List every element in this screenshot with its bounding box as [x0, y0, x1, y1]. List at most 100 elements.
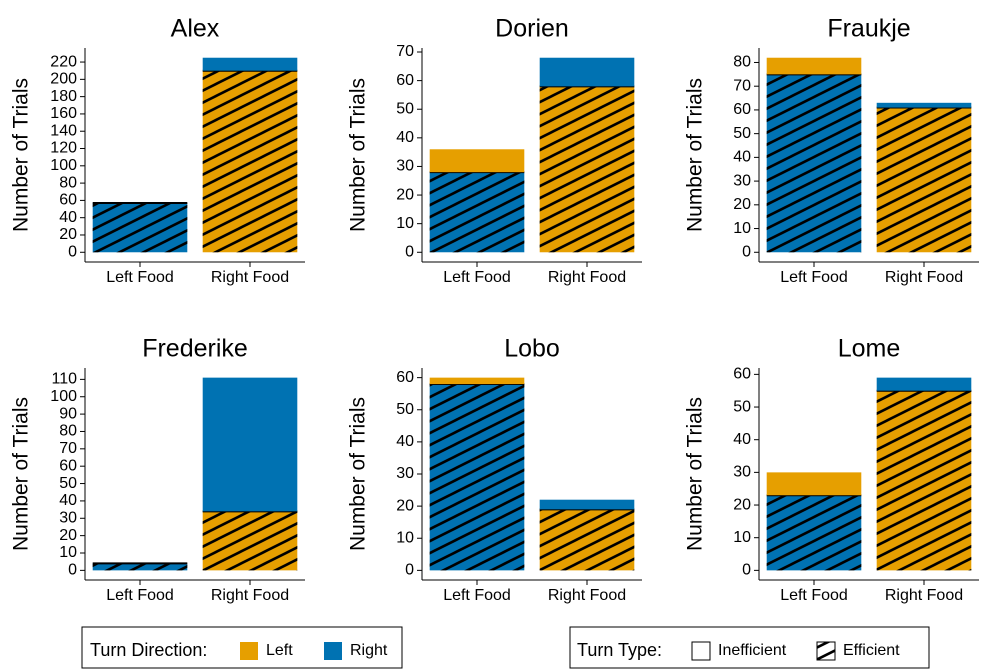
y-tick-label: 60 [396, 369, 414, 386]
y-tick-label: 90 [59, 405, 77, 422]
y-tick-label: 50 [396, 401, 414, 418]
hatch [202, 511, 298, 571]
y-tick-label: 50 [396, 100, 414, 117]
legend-label: Inefficient [718, 642, 787, 659]
hatch [92, 202, 188, 253]
y-tick-label: 80 [733, 54, 751, 71]
hatch [429, 384, 525, 571]
bar-segment [429, 377, 525, 385]
y-tick-label: 160 [50, 105, 77, 122]
y-tick-label: 0 [68, 243, 77, 260]
y-tick-label: 40 [396, 433, 414, 450]
y-axis-label: Number of Trials [684, 78, 707, 232]
x-tick-label: Left Food [780, 269, 848, 286]
y-tick-label: 20 [396, 497, 414, 514]
y-tick-label: 10 [733, 529, 751, 546]
y-tick-label: 140 [50, 122, 77, 139]
bar-segment [876, 377, 972, 391]
y-tick-label: 50 [59, 475, 77, 492]
bar-segment [202, 57, 298, 71]
x-tick-label: Left Food [106, 269, 174, 286]
y-tick-label: 200 [50, 71, 77, 88]
chart-title: Lome [838, 335, 901, 363]
legend-swatch [240, 642, 258, 660]
hatch [92, 563, 188, 571]
hatch [202, 70, 298, 253]
legend-label: Efficient [843, 642, 900, 659]
y-tick-label: 60 [59, 192, 77, 209]
y-tick-label: 20 [733, 496, 751, 513]
x-tick-label: Left Food [106, 587, 174, 604]
y-tick-label: 30 [59, 509, 77, 526]
y-tick-label: 20 [59, 527, 77, 544]
x-tick-label: Right Food [211, 587, 289, 604]
x-tick-label: Left Food [780, 587, 848, 604]
x-tick-label: Left Food [443, 269, 511, 286]
x-tick-label: Right Food [548, 587, 626, 604]
bar-segment [202, 377, 298, 512]
y-tick-label: 100 [50, 157, 77, 174]
hatch [539, 86, 635, 253]
y-tick-label: 40 [59, 492, 77, 509]
y-tick-label: 0 [68, 562, 77, 579]
y-tick-label: 70 [396, 43, 414, 60]
y-axis-label: Number of Trials [10, 78, 33, 232]
y-tick-label: 60 [733, 101, 751, 118]
hatch [876, 107, 972, 253]
y-tick-label: 0 [742, 243, 751, 260]
y-axis-label: Number of Trials [347, 78, 370, 232]
x-tick-label: Left Food [443, 587, 511, 604]
y-tick-label: 40 [396, 129, 414, 146]
x-tick-label: Right Food [211, 269, 289, 286]
y-tick-label: 20 [733, 196, 751, 213]
legend-swatch [324, 642, 342, 660]
y-tick-label: 10 [733, 220, 751, 237]
y-tick-label: 0 [405, 562, 414, 579]
y-tick-label: 100 [50, 388, 77, 405]
chart-title: Fraukje [827, 15, 910, 43]
y-tick-label: 70 [59, 440, 77, 457]
y-tick-label: 50 [733, 125, 751, 142]
legend-swatch [816, 641, 836, 661]
bar-segment [539, 57, 635, 87]
y-tick-label: 30 [396, 465, 414, 482]
hatch [429, 172, 525, 253]
legend-label: Left [266, 642, 293, 659]
hatch [539, 509, 635, 571]
bar-segment [766, 57, 862, 75]
y-tick-label: 50 [733, 398, 751, 415]
y-tick-label: 40 [59, 209, 77, 226]
hatch [766, 74, 862, 253]
legend-swatch [691, 641, 711, 661]
x-tick-label: Right Food [548, 269, 626, 286]
y-axis-label: Number of Trials [10, 397, 33, 551]
chart-title: Lobo [504, 335, 560, 363]
y-tick-label: 20 [396, 186, 414, 203]
hatch [876, 390, 972, 571]
y-tick-label: 80 [59, 174, 77, 191]
bar-segment [539, 499, 635, 510]
y-axis-label: Number of Trials [684, 397, 707, 551]
y-tick-label: 60 [733, 366, 751, 383]
y-tick-label: 10 [396, 215, 414, 232]
x-tick-label: Right Food [885, 587, 963, 604]
y-tick-label: 180 [50, 88, 77, 105]
y-tick-label: 0 [742, 562, 751, 579]
y-tick-label: 60 [59, 457, 77, 474]
bar-segment [876, 102, 972, 108]
y-tick-label: 10 [396, 529, 414, 546]
x-tick-label: Right Food [885, 269, 963, 286]
bar-segment [429, 149, 525, 173]
hatch [766, 495, 862, 571]
y-tick-label: 120 [50, 140, 77, 157]
chart-title: Frederike [142, 335, 248, 363]
y-tick-label: 40 [733, 431, 751, 448]
y-tick-label: 80 [59, 423, 77, 440]
legend-label: Right [350, 642, 388, 659]
y-tick-label: 110 [51, 371, 77, 388]
y-tick-label: 10 [59, 544, 77, 561]
y-tick-label: 40 [733, 149, 751, 166]
chart-title: Alex [171, 15, 220, 43]
y-tick-label: 220 [50, 53, 77, 70]
